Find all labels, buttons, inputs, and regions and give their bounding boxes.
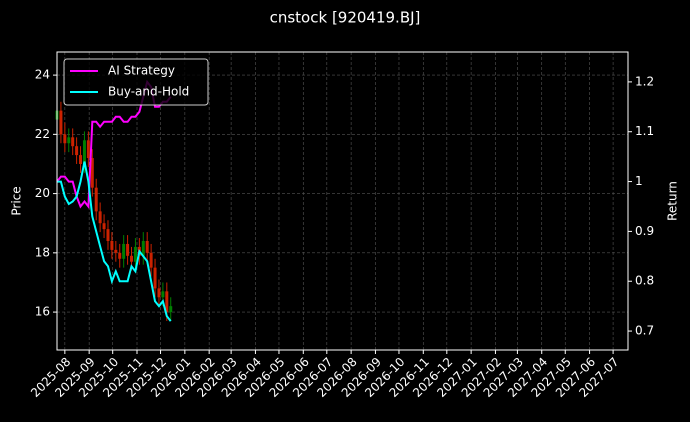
y2-tick-label: 0.7 — [635, 324, 654, 338]
legend-label: Buy-and-Hold — [108, 85, 189, 99]
candle-body — [82, 140, 86, 164]
candle-body — [106, 229, 110, 241]
candle-body — [149, 252, 153, 268]
candle-body — [133, 246, 137, 262]
y2-tick-label: 1.2 — [635, 74, 654, 88]
y2-tick-label: 1.1 — [635, 124, 654, 138]
candle-body — [90, 158, 94, 188]
y-tick-label: 20 — [35, 186, 50, 200]
candle-body — [79, 155, 83, 164]
y-tick-label: 16 — [35, 305, 50, 319]
legend-label: AI Strategy — [108, 64, 175, 78]
candle-body — [94, 187, 98, 212]
candle-body — [130, 255, 134, 262]
candle-body — [59, 110, 63, 135]
candle-body — [86, 140, 90, 159]
candle-body — [145, 240, 149, 253]
candle-body — [169, 306, 173, 313]
candle-body — [161, 291, 165, 298]
candle-body — [122, 243, 126, 259]
y2-tick-label: 0.8 — [635, 274, 654, 288]
candle-body — [141, 240, 145, 256]
plot-frame — [56, 51, 629, 351]
candle-body — [114, 249, 118, 253]
y2-tick-label: 0.9 — [635, 224, 654, 238]
candle-body — [98, 211, 102, 224]
y-tick-label: 22 — [35, 127, 50, 141]
candle-body — [165, 291, 169, 313]
candle-body — [63, 134, 67, 144]
y-tick-label: 18 — [35, 245, 50, 259]
legend-box — [63, 58, 209, 106]
y2-tick-label: 1 — [635, 174, 643, 188]
y-tick-label: 24 — [35, 68, 50, 82]
candle-body — [110, 240, 114, 250]
line-series — [57, 161, 172, 322]
candle-body — [75, 146, 79, 156]
candle-body — [67, 137, 71, 144]
y2-axis-label: Return — [666, 181, 680, 221]
y-axis-label: Price — [10, 186, 24, 215]
candle-body — [118, 252, 122, 259]
candle-body — [102, 223, 106, 230]
chart-title: cnstock [920419.BJ] — [270, 9, 421, 27]
candle-body — [126, 243, 130, 256]
candle-body — [153, 267, 157, 289]
candle-body — [71, 137, 75, 147]
candle-body — [157, 288, 161, 298]
